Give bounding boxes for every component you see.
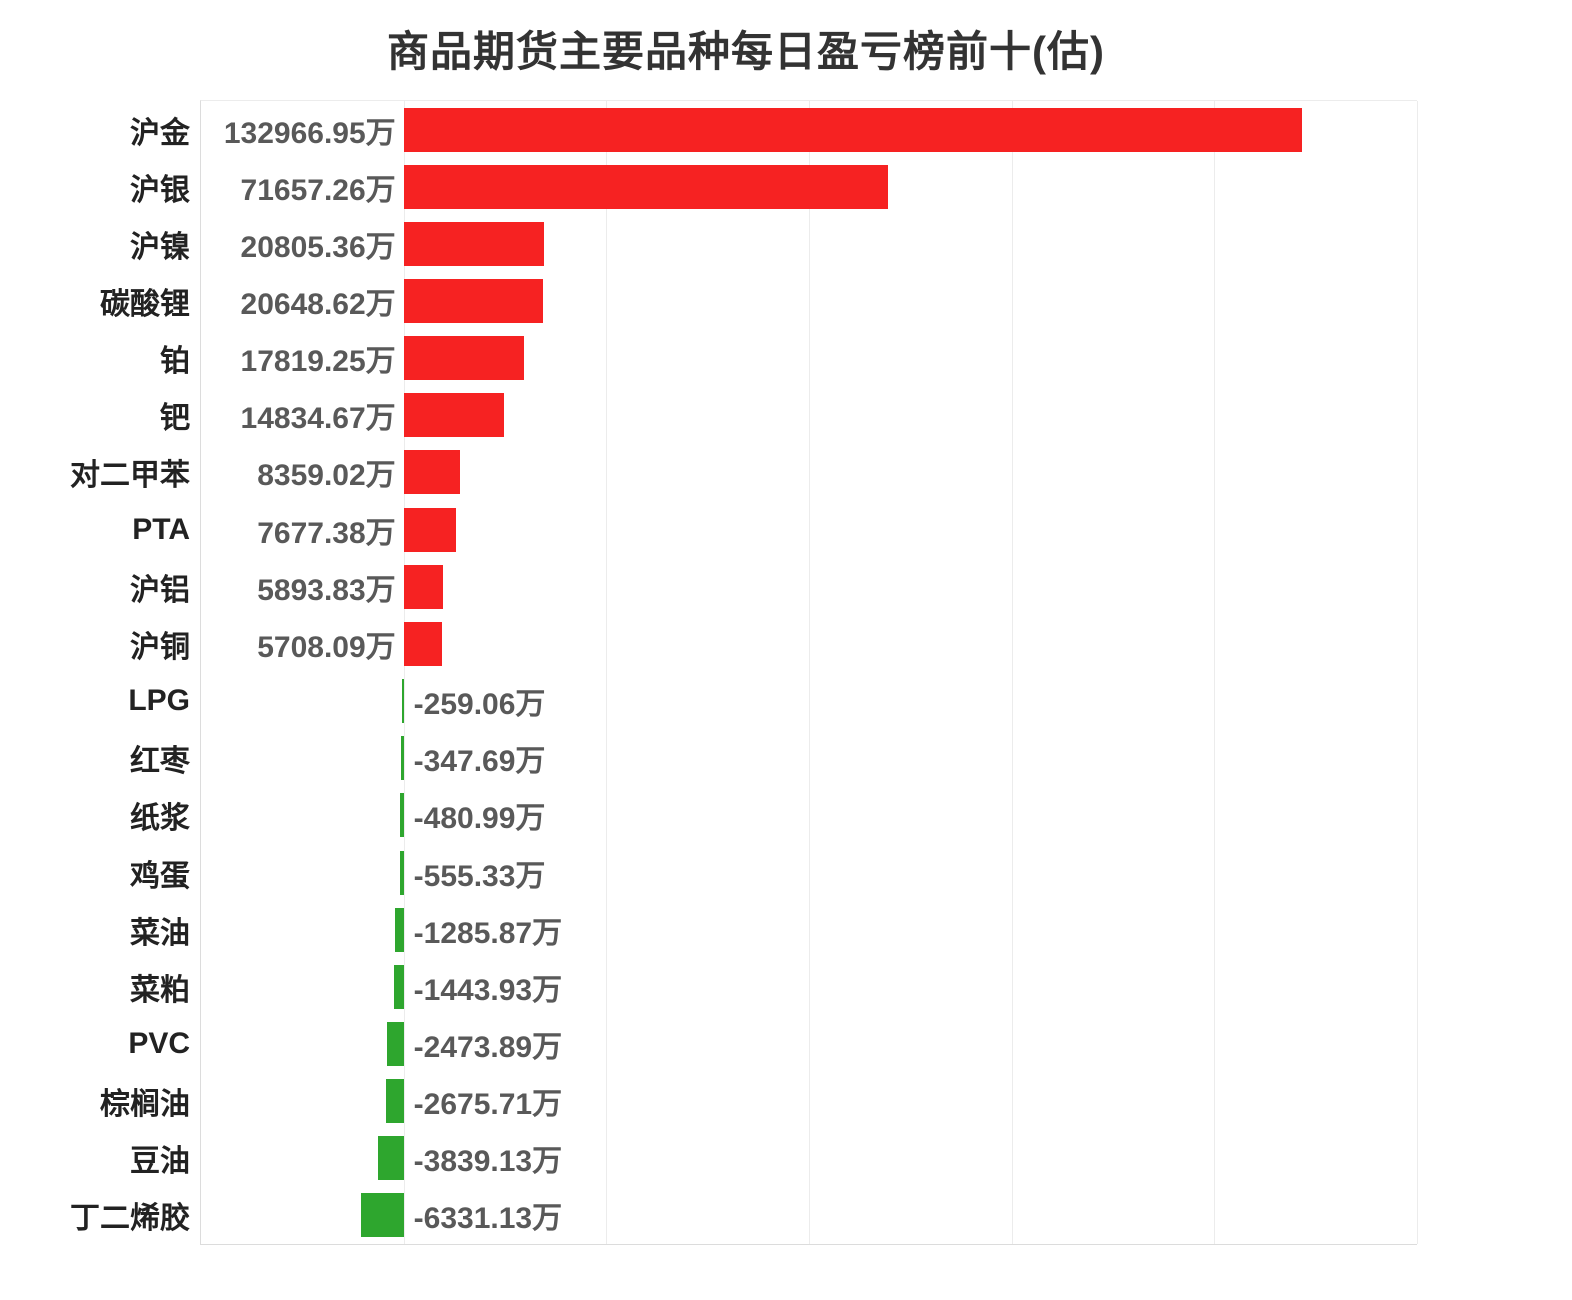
- negative-bar: [401, 736, 404, 781]
- x-gridline: [1214, 101, 1216, 1244]
- value-label: 132966.95万: [223, 116, 396, 150]
- bar-row: PTA 7677.38万: [132, 501, 1417, 558]
- bar-row: PVC -2473.89万: [128, 1015, 1417, 1072]
- value-label: 5708.09万: [257, 630, 396, 664]
- negative-bar: [377, 1136, 404, 1181]
- value-label: 71657.26万: [240, 173, 396, 207]
- x-gridline: [606, 101, 608, 1244]
- value-label: 8359.02万: [257, 459, 396, 493]
- bar-row: 丁二烯胶 -6331.13万: [70, 1187, 1417, 1244]
- bar-row: 菜油 -1285.87万: [130, 901, 1417, 958]
- value-label: -2675.71万: [413, 1088, 563, 1122]
- positive-bar: [403, 107, 1302, 152]
- category-label: PTA: [132, 512, 190, 546]
- category-label: 沪银: [130, 173, 190, 207]
- category-label: PVC: [128, 1026, 190, 1060]
- chart-title: 商品期货主要品种每日盈亏榜前十(估): [387, 28, 1105, 75]
- bar-row: 碳酸锂 20648.62万: [100, 272, 1417, 329]
- value-label: 20805.36万: [240, 230, 396, 264]
- x-gridline: [1011, 101, 1013, 1244]
- bar-row: 鸡蛋 -555.33万: [130, 844, 1417, 901]
- category-label: 沪铜: [130, 630, 190, 664]
- category-label: 沪镍: [130, 230, 190, 264]
- bar-row: 沪镍 20805.36万: [130, 215, 1417, 272]
- negative-bar: [394, 907, 404, 952]
- bar-row: 沪铝 5893.83万: [130, 558, 1417, 615]
- bar-row: 沪银 71657.26万: [130, 158, 1417, 215]
- value-label: -259.06万: [413, 688, 546, 722]
- bar-row: 纸浆 -480.99万: [130, 787, 1417, 844]
- positive-bar: [403, 393, 504, 438]
- bar-row: 钯 14834.67万: [160, 387, 1417, 444]
- bar-row: 菜粕 -1443.93万: [130, 958, 1417, 1015]
- x-gridline: [809, 101, 810, 1244]
- bar-row: 沪金 132966.95万: [130, 101, 1417, 158]
- value-label: -480.99万: [413, 802, 546, 836]
- bar-row: 对二甲苯 8359.02万: [70, 444, 1417, 501]
- positive-bar: [403, 507, 456, 552]
- value-label: -6331.13万: [413, 1202, 563, 1236]
- category-label: LPG: [128, 684, 190, 718]
- value-label: -1285.87万: [413, 916, 563, 950]
- negative-bar: [393, 964, 404, 1009]
- category-label: 铂: [160, 345, 190, 379]
- negative-bar: [386, 1021, 404, 1066]
- negative-bar: [360, 1193, 404, 1238]
- category-label: 丁二烯胶: [70, 1202, 190, 1236]
- value-label: -347.69万: [413, 745, 546, 779]
- positive-bar: [403, 164, 888, 209]
- bar-row: 红枣 -347.69万: [130, 730, 1417, 787]
- x-gridline: [403, 101, 405, 1244]
- value-label: -2473.89万: [413, 1030, 563, 1064]
- bar-row: 沪铜 5708.09万: [130, 615, 1417, 672]
- x-gridline: [1417, 101, 1418, 1244]
- positive-bar: [403, 336, 525, 381]
- positive-bar: [403, 279, 544, 323]
- negative-bar: [399, 850, 404, 895]
- category-label: 菜粕: [130, 973, 190, 1007]
- value-label: 17819.25万: [240, 345, 396, 379]
- value-label: 20648.62万: [240, 288, 396, 321]
- value-label: -555.33万: [413, 859, 546, 893]
- category-label: 菜油: [130, 916, 190, 950]
- category-label: 对二甲苯: [70, 459, 190, 493]
- category-label: 红枣: [130, 745, 190, 779]
- category-label: 沪金: [130, 116, 190, 150]
- bar-row: LPG -259.06万: [128, 673, 1417, 730]
- positive-bar: [403, 621, 443, 666]
- value-label: -1443.93万: [413, 973, 563, 1007]
- category-label: 沪铝: [130, 573, 190, 607]
- negative-bar: [401, 679, 404, 724]
- bar-row: 铂 17819.25万: [160, 330, 1417, 387]
- plot-area: 沪金 132966.95万 沪银 71657.26万沪镍 20805.36万碳酸锂 206…: [70, 100, 1418, 1245]
- category-label: 碳酸锂: [100, 288, 190, 321]
- category-label: 纸浆: [130, 802, 190, 836]
- category-label: 豆油: [130, 1145, 190, 1179]
- category-label: 棕榈油: [100, 1088, 190, 1122]
- value-label: -3839.13万: [413, 1145, 563, 1179]
- category-label: 鸡蛋: [130, 859, 190, 893]
- positive-bar: [403, 564, 444, 609]
- category-label: 钯: [160, 402, 190, 436]
- value-label: 5893.83万: [257, 573, 396, 607]
- positive-bar: [403, 221, 545, 266]
- negative-bar: [385, 1079, 404, 1124]
- positive-bar: [403, 450, 461, 495]
- value-label: 14834.67万: [240, 402, 396, 436]
- bar-row: 豆油 -3839.13万: [130, 1130, 1417, 1187]
- bar-row: 棕榈油 -2675.71万: [100, 1073, 1417, 1130]
- value-label: 7677.38万: [257, 516, 396, 550]
- negative-bar: [400, 793, 404, 838]
